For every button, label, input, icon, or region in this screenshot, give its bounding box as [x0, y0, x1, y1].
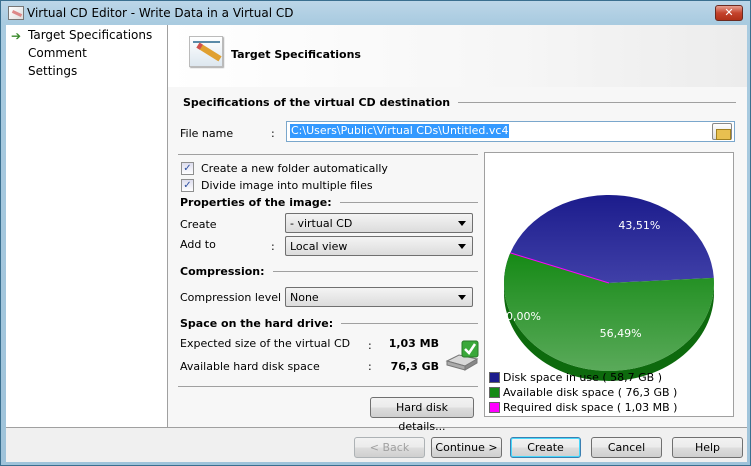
- chevron-down-icon: [458, 295, 466, 300]
- hard-disk-ok-icon: [445, 340, 479, 371]
- new-folder-checkbox[interactable]: ✓: [181, 162, 194, 175]
- section-space: Space on the hard drive:: [180, 317, 478, 330]
- continue-button[interactable]: Continue >: [431, 437, 502, 458]
- disk-space-pie-chart: 43,51% 56,49% 0,00% Disk space in use ( 58…: [484, 152, 734, 417]
- expected-size-label: Expected size of the virtual CD: [180, 337, 351, 350]
- add-to-select[interactable]: Local view: [285, 236, 473, 256]
- pie-slice: [510, 194, 714, 283]
- legend-label: Available disk space ( 76,3 GB ): [503, 386, 678, 399]
- hard-disk-details-button[interactable]: Hard disk details...: [370, 397, 474, 433]
- page-title: Target Specifications: [231, 48, 361, 61]
- colon: :: [368, 339, 372, 352]
- compression-level-label: Compression level :: [180, 291, 289, 304]
- file-name-input[interactable]: C:\Users\Public\Virtual CDs\Untitled.vc4: [286, 121, 735, 142]
- help-button[interactable]: Help: [672, 437, 743, 458]
- legend-item-required: Required disk space ( 1,03 MB ): [489, 401, 677, 414]
- pie-percent-label: 43,51%: [618, 219, 660, 232]
- legend-label: Required disk space ( 1,03 MB ): [503, 401, 678, 414]
- chevron-down-icon: [458, 244, 466, 249]
- available-space-label: Available hard disk space: [180, 360, 320, 373]
- sidebar-item-target-specifications[interactable]: Target Specifications: [28, 28, 153, 42]
- divide-image-label: Divide image into multiple files: [201, 179, 373, 192]
- legend-item-available: Available disk space ( 76,3 GB ): [489, 386, 677, 399]
- create-label: Create: [180, 218, 217, 231]
- available-space-value: 76,3 GB: [390, 360, 439, 373]
- create-value: - virtual CD: [290, 217, 353, 230]
- sidebar-item-comment[interactable]: Comment: [28, 46, 87, 60]
- divide-image-checkbox[interactable]: ✓: [181, 179, 194, 192]
- section-compression: Compression:: [180, 265, 478, 278]
- colon: :: [271, 240, 275, 253]
- compression-level-select[interactable]: None: [285, 287, 473, 307]
- sidebar-item-settings[interactable]: Settings: [28, 64, 78, 78]
- pie-slice: [504, 252, 714, 371]
- current-step-arrow-icon: ➔: [11, 29, 22, 43]
- divider: [178, 386, 478, 387]
- pie-percent-label: 56,49%: [600, 327, 642, 340]
- back-button[interactable]: < Back: [354, 437, 425, 458]
- section-properties: Properties of the image:: [180, 196, 478, 209]
- create-button[interactable]: Create: [510, 437, 581, 458]
- compression-level-value: None: [290, 291, 319, 304]
- add-to-value: Local view: [290, 240, 348, 253]
- legend-item-in-use: Disk space in use ( 58,7 GB ): [489, 371, 662, 384]
- legend-swatch: [489, 387, 500, 398]
- legend-swatch: [489, 372, 500, 383]
- colon: :: [368, 360, 372, 373]
- cancel-button[interactable]: Cancel: [591, 437, 662, 458]
- pencil-document-icon: [189, 36, 223, 67]
- sidebar: ➔ Target Specifications Comment Settings: [6, 25, 168, 428]
- section-destination: Specifications of the virtual CD destina…: [183, 96, 736, 109]
- file-name-label: File name: [180, 127, 234, 140]
- browse-folder-button[interactable]: [712, 123, 732, 140]
- legend-swatch: [489, 402, 500, 413]
- expected-size-value: 1,03 MB: [388, 337, 439, 350]
- file-name-value: C:\Users\Public\Virtual CDs\Untitled.vc4: [290, 124, 510, 138]
- add-to-label: Add to: [180, 238, 216, 251]
- chevron-down-icon: [458, 221, 466, 226]
- title-bar: Virtual CD Editor - Write Data in a Virt…: [1, 1, 750, 25]
- divider: [178, 154, 478, 155]
- app-icon: [8, 6, 24, 20]
- page-header: Target Specifications: [168, 25, 747, 87]
- create-select[interactable]: - virtual CD: [285, 213, 473, 233]
- legend-label: Disk space in use ( 58,7 GB ): [503, 371, 663, 384]
- colon: :: [271, 127, 275, 140]
- pie-svg: 43,51% 56,49% 0,00%: [504, 194, 714, 381]
- pie-percent-label: 0,00%: [506, 310, 541, 323]
- main-panel: Target Specifications Specifications of …: [168, 25, 747, 433]
- close-button[interactable]: ✕: [715, 5, 743, 21]
- window-title: Virtual CD Editor - Write Data in a Virt…: [27, 6, 294, 20]
- new-folder-label: Create a new folder automatically: [201, 162, 388, 175]
- pie-slice: [510, 252, 610, 284]
